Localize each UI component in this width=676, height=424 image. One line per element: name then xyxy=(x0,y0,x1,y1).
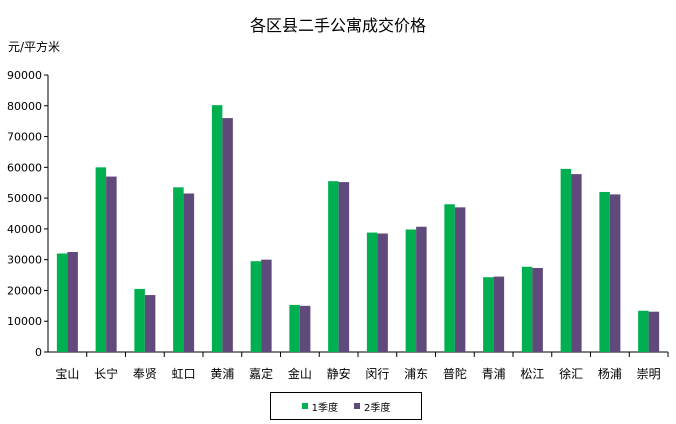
chart-plot: 0 10000 20000 30000 40000 50000 60000 70000 8000… xyxy=(7,69,669,381)
bar-2 xyxy=(377,233,388,352)
bar-2 xyxy=(106,176,117,352)
legend-label-series-2: 2季度 xyxy=(364,402,391,414)
y-tick-label: 40000 xyxy=(7,223,42,236)
bar-1 xyxy=(211,105,223,352)
bar-1 xyxy=(638,310,649,352)
bar-1 xyxy=(173,187,184,352)
bar-2 xyxy=(299,305,311,352)
y-tick-label: 50000 xyxy=(7,192,42,205)
y-axis-unit-label: 元/平方米 xyxy=(8,40,61,54)
y-tick-label: 20000 xyxy=(7,284,42,297)
y-tick-label: 60000 xyxy=(7,161,42,174)
legend-item-series-1: 1季度 xyxy=(301,399,338,414)
bar-1 xyxy=(483,277,494,352)
bar-2 xyxy=(261,259,272,352)
bar-2 xyxy=(571,174,582,352)
x-tick-label: 虹口 xyxy=(172,367,196,381)
legend-swatch-series-1 xyxy=(301,403,308,409)
bar-1 xyxy=(560,168,572,352)
x-tick-label: 宝山 xyxy=(55,367,79,381)
bar-1 xyxy=(134,288,145,352)
legend-label-series-1: 1季度 xyxy=(311,402,338,414)
y-tick-label: 0 xyxy=(35,346,42,359)
x-tick-label: 静安 xyxy=(327,366,351,381)
y-tick-label: 90000 xyxy=(7,69,42,82)
x-tick-label: 崇明 xyxy=(637,367,661,381)
chart-title: 各区县二手公寓成交价格 xyxy=(249,16,426,35)
y-tick-label: 80000 xyxy=(7,100,42,113)
bar-1 xyxy=(289,304,300,352)
x-tick-label: 浦东 xyxy=(404,367,428,381)
legend-swatch-series-2 xyxy=(354,403,360,409)
x-tick-label: 普陀 xyxy=(443,366,467,381)
x-tick-label: 长宁 xyxy=(94,366,118,381)
bar-2 xyxy=(454,207,466,352)
bar-1 xyxy=(250,261,262,352)
y-tick-label: 30000 xyxy=(7,254,42,267)
bar-2 xyxy=(183,193,195,352)
bar-1 xyxy=(521,266,533,352)
bar-1 xyxy=(366,232,378,352)
bar-2 xyxy=(493,276,505,352)
bar-2 xyxy=(67,251,78,352)
bar-2 xyxy=(609,194,621,352)
bar-1 xyxy=(405,229,417,352)
bar-2 xyxy=(648,311,660,352)
bar-2 xyxy=(532,267,543,352)
bar-2 xyxy=(222,118,233,352)
bar-1 xyxy=(56,253,68,352)
chart-legend: 1季度 2季度 xyxy=(270,392,422,420)
bar-2 xyxy=(144,295,156,352)
y-tick-label: 10000 xyxy=(7,315,42,328)
legend-item-series-2: 2季度 xyxy=(354,399,390,414)
x-tick-label: 闵行 xyxy=(365,366,389,381)
bar-1 xyxy=(444,204,455,352)
x-tick-label: 奉贤 xyxy=(133,367,157,381)
bar-1 xyxy=(95,167,107,352)
bar-1 xyxy=(328,181,339,352)
x-tick-label: 黄浦 xyxy=(210,367,234,381)
x-tick-label: 松江 xyxy=(520,367,544,381)
bar-2 xyxy=(416,226,427,352)
x-tick-label: 金山 xyxy=(288,366,312,381)
x-tick-label: 徐汇 xyxy=(559,366,583,381)
bar-2 xyxy=(338,182,350,352)
x-tick-label: 嘉定 xyxy=(249,366,273,381)
x-tick-label: 杨浦 xyxy=(598,366,622,381)
x-tick-label: 青浦 xyxy=(482,367,506,381)
bar-1 xyxy=(599,191,610,352)
y-tick-label: 70000 xyxy=(7,131,42,144)
